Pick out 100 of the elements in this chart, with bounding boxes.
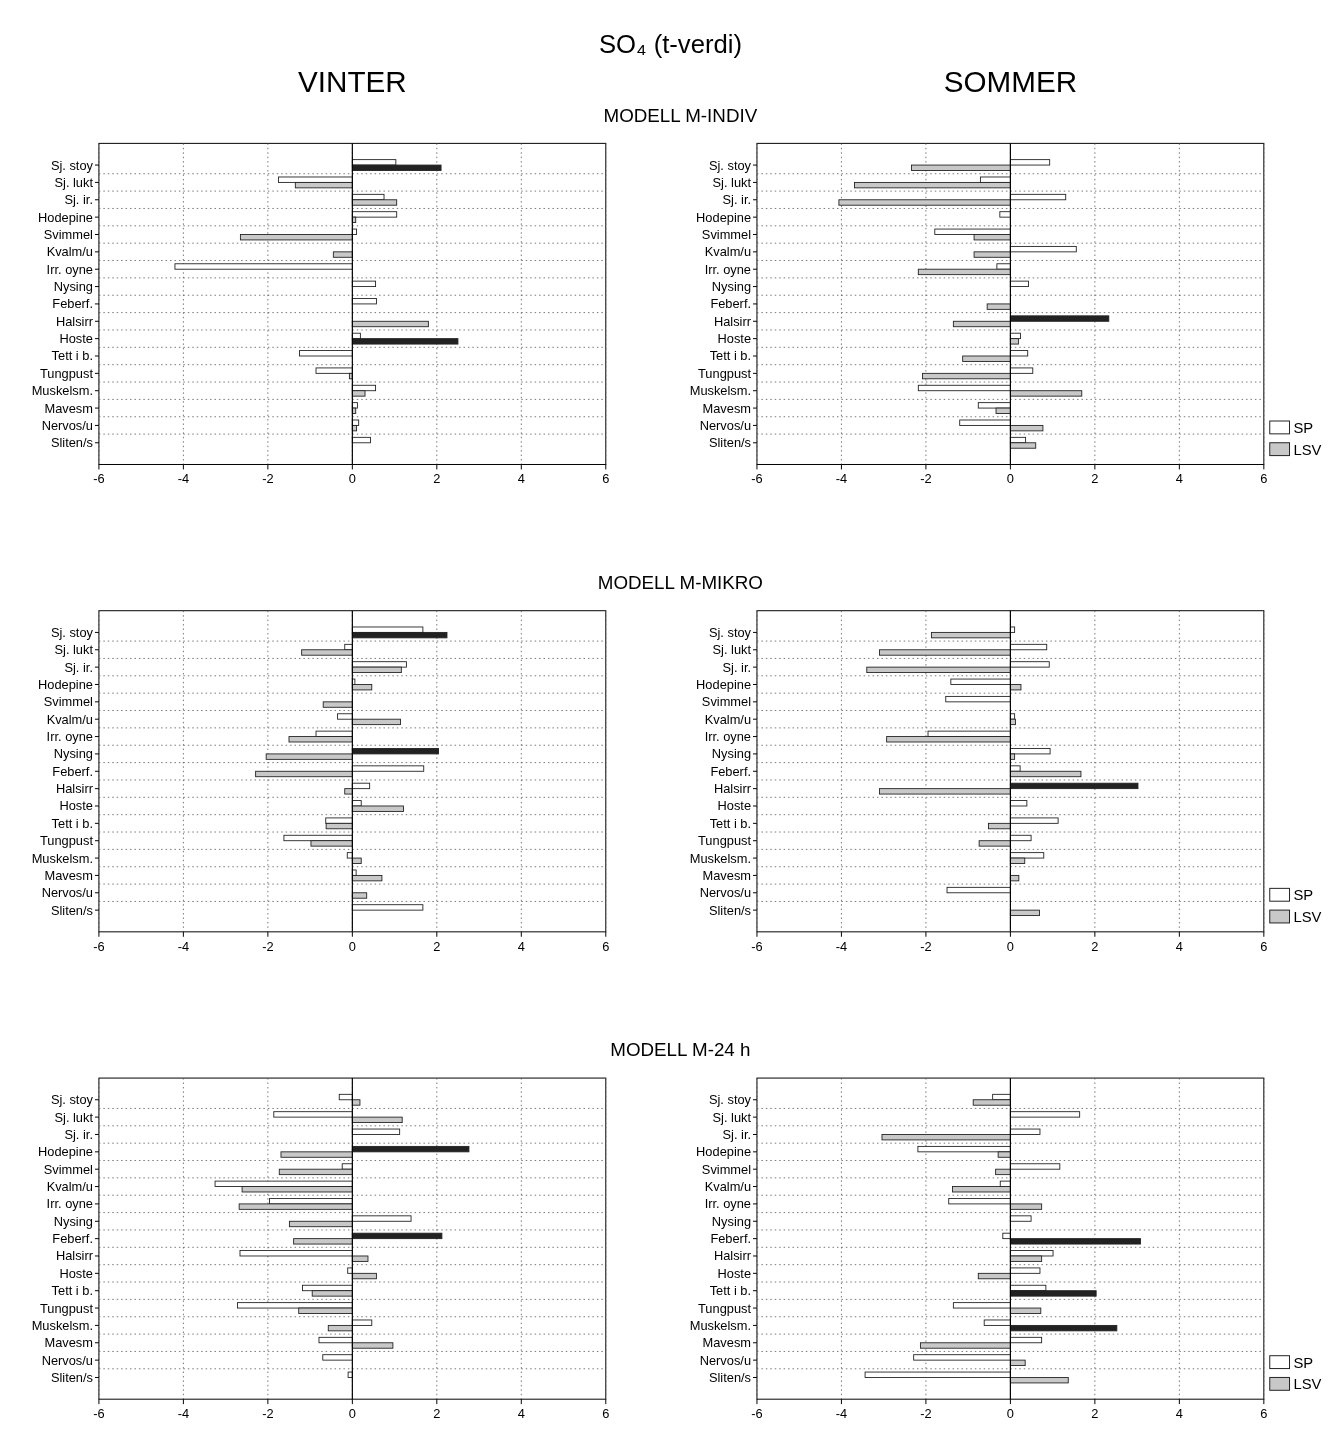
y-tick-label: Muskelsm. bbox=[31, 383, 93, 399]
y-tick-label: Irr. oyne bbox=[46, 1196, 93, 1212]
bar bbox=[351, 280, 377, 288]
y-tick-label: Svimmel bbox=[701, 1161, 752, 1177]
x-tick-label: -4 bbox=[835, 938, 848, 954]
text: SO₄ (t-verdi) bbox=[598, 30, 743, 59]
x-tick-label: -4 bbox=[177, 938, 190, 954]
bar bbox=[1009, 1111, 1081, 1118]
chart-subtitle: VINTER bbox=[298, 64, 407, 98]
legend-label: SP bbox=[1293, 419, 1314, 436]
bar bbox=[347, 1371, 353, 1378]
x-tick-label: -2 bbox=[920, 938, 932, 954]
legend-label: LSV bbox=[1293, 1376, 1322, 1393]
y-tick-label: Hodepine bbox=[38, 676, 93, 692]
y-tick-label: Tett i b. bbox=[709, 1283, 752, 1299]
y-tick-label: Tett i b. bbox=[51, 815, 93, 831]
y-tick-label: Sliten/s bbox=[50, 902, 93, 918]
x-tick-label: -6 bbox=[751, 1405, 763, 1421]
bar bbox=[299, 350, 353, 357]
y-tick-label: Halsirr bbox=[55, 313, 94, 329]
y-tick-label: Halsirr bbox=[713, 313, 752, 329]
x-tick-label: 2 bbox=[1091, 471, 1099, 487]
bar bbox=[1009, 280, 1029, 288]
y-tick-label: Nysing bbox=[53, 1213, 93, 1229]
y-tick-label: Tungpust bbox=[39, 1300, 94, 1316]
x-tick-label: -6 bbox=[751, 471, 763, 487]
x-tick-label: 2 bbox=[433, 471, 441, 487]
y-tick-label: Muskelsm. bbox=[31, 850, 93, 866]
bar bbox=[1009, 1215, 1032, 1222]
y-tick-label: Halsirr bbox=[55, 781, 94, 797]
x-tick-label: 2 bbox=[433, 1405, 441, 1421]
x-tick-label: -2 bbox=[262, 1405, 274, 1421]
y-tick-label: Nysing bbox=[711, 279, 752, 295]
y-tick-label: Sj. stoy bbox=[708, 624, 752, 640]
y-tick-label: Nervos/u bbox=[699, 417, 752, 433]
y-tick-label: Hodepine bbox=[696, 676, 752, 692]
y-tick-label: Hoste bbox=[59, 1265, 93, 1281]
y-tick-label: Hoste bbox=[717, 798, 752, 814]
y-tick-label: Hodepine bbox=[696, 209, 752, 225]
y-tick-label: Kvalm/u bbox=[704, 244, 752, 260]
y-tick-label: Tett i b. bbox=[709, 815, 752, 831]
text: MODELL M-INDIV bbox=[603, 104, 758, 126]
x-tick-label: 4 bbox=[517, 471, 525, 487]
bar bbox=[986, 303, 1011, 310]
text: MODELL M-24 h bbox=[610, 1039, 751, 1061]
y-tick-label: Tett i b. bbox=[709, 348, 752, 364]
y-tick-label: Feberf. bbox=[710, 763, 752, 779]
y-tick-label: Svimmel bbox=[701, 226, 752, 242]
x-tick-label: 4 bbox=[517, 938, 525, 954]
x-tick-label: -4 bbox=[177, 471, 190, 487]
y-tick-label: Muskelsm. bbox=[689, 850, 752, 866]
bar bbox=[946, 886, 1011, 894]
x-tick-label: 0 bbox=[1006, 471, 1014, 487]
y-tick-label: Nysing bbox=[711, 746, 752, 762]
bar bbox=[332, 251, 353, 258]
y-tick-label: Mavesm bbox=[44, 867, 93, 883]
y-tick-label: Sj. ir. bbox=[722, 659, 752, 675]
y-tick-label: Feberf. bbox=[52, 763, 93, 779]
y-tick-label: Hodepine bbox=[38, 1144, 93, 1160]
y-tick-label: Tungpust bbox=[698, 833, 752, 849]
y-tick-label: Feberf. bbox=[710, 296, 752, 312]
x-tick-label: 2 bbox=[1091, 1405, 1099, 1421]
text: MODELL M-MIKRO bbox=[597, 571, 763, 593]
y-tick-label: Svimmel bbox=[701, 694, 752, 710]
y-tick-label: Tungpust bbox=[39, 365, 94, 381]
bar bbox=[351, 436, 371, 444]
y-tick-label: Muskelsm. bbox=[689, 383, 752, 399]
y-tick-label: Nervos/u bbox=[699, 885, 752, 901]
legend-label: LSV bbox=[1293, 908, 1322, 925]
x-tick-label: 0 bbox=[348, 471, 356, 487]
y-tick-label: Irr. oyne bbox=[704, 1196, 752, 1212]
y-tick-label: Sj. ir. bbox=[722, 1126, 752, 1142]
bar bbox=[945, 695, 1011, 703]
bar bbox=[351, 1128, 401, 1135]
y-tick-label: Sj. stoy bbox=[50, 157, 94, 173]
x-tick-label: -4 bbox=[177, 1405, 190, 1421]
y-tick-label: Sj. lukt bbox=[54, 1109, 94, 1125]
y-tick-label: Sj. lukt bbox=[54, 642, 94, 658]
y-tick-label: Irr. oyne bbox=[46, 261, 93, 277]
y-tick-label: Mavesm bbox=[44, 1335, 93, 1351]
y-tick-label: Sj. stoy bbox=[50, 1092, 94, 1108]
x-tick-label: 6 bbox=[602, 471, 610, 487]
x-tick-label: 0 bbox=[348, 1405, 356, 1421]
x-tick-label: -6 bbox=[93, 938, 105, 954]
x-tick-label: -6 bbox=[751, 938, 763, 954]
y-tick-label: Sj. lukt bbox=[712, 174, 752, 190]
y-tick-label: Sliten/s bbox=[708, 435, 752, 451]
y-tick-label: Nervos/u bbox=[41, 417, 93, 433]
legend-label: SP bbox=[1293, 887, 1314, 904]
y-tick-label: Sj. ir. bbox=[64, 1126, 93, 1142]
bar bbox=[322, 1354, 353, 1361]
y-tick-label: Sj. stoy bbox=[708, 1092, 752, 1108]
y-tick-label: Nervos/u bbox=[699, 1352, 752, 1368]
y-tick-label: Feberf. bbox=[710, 1231, 752, 1247]
y-tick-label: Svimmel bbox=[43, 226, 93, 242]
x-tick-label: -4 bbox=[835, 471, 848, 487]
x-tick-label: -6 bbox=[93, 1405, 105, 1421]
y-tick-label: Nervos/u bbox=[41, 885, 93, 901]
x-tick-label: 4 bbox=[1175, 1405, 1183, 1421]
bar bbox=[351, 892, 368, 899]
